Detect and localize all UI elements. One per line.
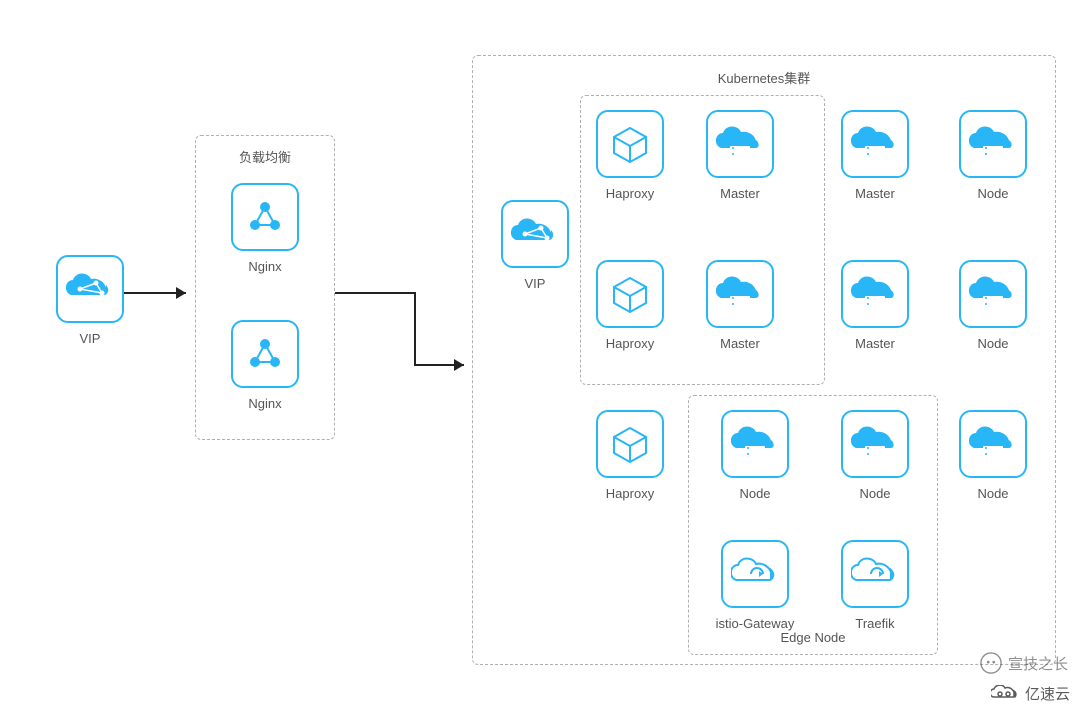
nginx1-label: Nginx bbox=[220, 259, 310, 274]
haproxy1-label: Haproxy bbox=[585, 186, 675, 201]
master3-node: Master bbox=[830, 110, 920, 201]
vip-left-node: VIP bbox=[45, 255, 135, 346]
haproxy1-node: Haproxy bbox=[585, 110, 675, 201]
cloud-ring-icon bbox=[731, 550, 779, 598]
haproxy2-node: Haproxy bbox=[585, 260, 675, 351]
master4-node: Master bbox=[830, 260, 920, 351]
watermark-top-text: 宣技之长 bbox=[1008, 653, 1068, 674]
cloud-server-icon bbox=[851, 270, 899, 318]
node-tr1: Node bbox=[948, 110, 1038, 201]
nginx2-label: Nginx bbox=[220, 396, 310, 411]
watermark-top: 宣技之长 bbox=[980, 652, 1068, 674]
traefik-node: Traefik bbox=[830, 540, 920, 631]
nginx2-node: Nginx bbox=[220, 320, 310, 411]
traefik-label: Traefik bbox=[830, 616, 920, 631]
haproxy3-label: Haproxy bbox=[585, 486, 675, 501]
cloud-server-icon bbox=[731, 420, 779, 468]
cloud-network-icon bbox=[66, 265, 114, 313]
vip-mid-label: VIP bbox=[490, 276, 580, 291]
cloud-server-icon bbox=[716, 120, 764, 168]
master4-label: Master bbox=[830, 336, 920, 351]
node-r: Node bbox=[948, 410, 1038, 501]
master2-label: Master bbox=[695, 336, 785, 351]
cloud-server-icon bbox=[969, 420, 1017, 468]
watermark-bottom: 亿速云 bbox=[991, 683, 1070, 704]
node-m1: Node bbox=[710, 410, 800, 501]
cloud-server-icon bbox=[851, 120, 899, 168]
node-tr2: Node bbox=[948, 260, 1038, 351]
cloud-network-icon bbox=[511, 210, 559, 258]
node-tr1-label: Node bbox=[948, 186, 1038, 201]
node-m1-label: Node bbox=[710, 486, 800, 501]
istio-label: istio-Gateway bbox=[700, 616, 810, 631]
cloud-logo-icon bbox=[991, 685, 1021, 703]
node-r-label: Node bbox=[948, 486, 1038, 501]
cloud-server-icon bbox=[851, 420, 899, 468]
cube-icon bbox=[606, 420, 654, 468]
haproxy2-label: Haproxy bbox=[585, 336, 675, 351]
vip-left-label: VIP bbox=[45, 331, 135, 346]
node-m2-label: Node bbox=[830, 486, 920, 501]
cluster-icon bbox=[241, 193, 289, 241]
master3-label: Master bbox=[830, 186, 920, 201]
cluster-icon bbox=[241, 330, 289, 378]
master2-node: Master bbox=[695, 260, 785, 351]
node-m2: Node bbox=[830, 410, 920, 501]
cube-icon bbox=[606, 120, 654, 168]
cloud-server-icon bbox=[969, 120, 1017, 168]
cube-icon bbox=[606, 270, 654, 318]
wechat-icon bbox=[980, 652, 1002, 674]
master1-node: Master bbox=[695, 110, 785, 201]
watermark-bottom-text: 亿速云 bbox=[1025, 683, 1070, 704]
cloud-ring-icon bbox=[851, 550, 899, 598]
haproxy3-node: Haproxy bbox=[585, 410, 675, 501]
istio-node: istio-Gateway bbox=[700, 540, 810, 631]
node-tr2-label: Node bbox=[948, 336, 1038, 351]
cloud-server-icon bbox=[716, 270, 764, 318]
nginx1-node: Nginx bbox=[220, 183, 310, 274]
vip-mid-node: VIP bbox=[490, 200, 580, 291]
master1-label: Master bbox=[695, 186, 785, 201]
cloud-server-icon bbox=[969, 270, 1017, 318]
